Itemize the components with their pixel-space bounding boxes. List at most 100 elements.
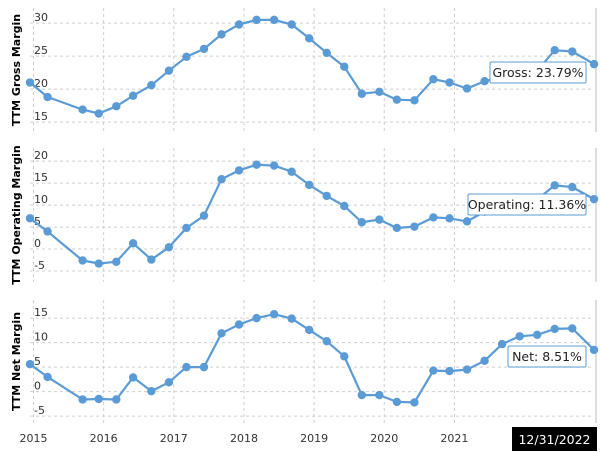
data-point[interactable] [480,77,489,86]
data-point[interactable] [445,78,454,87]
data-point[interactable] [445,214,454,223]
data-point[interactable] [25,359,35,369]
data-point[interactable] [217,329,226,338]
data-point[interactable] [252,313,261,323]
data-point[interactable] [269,15,279,25]
data-point[interactable] [252,15,261,25]
data-point[interactable] [392,95,402,104]
data-point[interactable] [392,397,402,407]
data-point[interactable] [199,211,209,220]
data-point[interactable] [550,46,559,55]
data-point[interactable] [497,339,507,349]
data-point[interactable] [340,62,349,71]
x-tick-label: 2016 [90,432,118,445]
data-point[interactable] [429,366,438,375]
data-point[interactable] [445,366,454,376]
value-callout: Operating: 11.36% [467,193,587,216]
data-point[interactable] [462,84,472,93]
data-point[interactable] [287,314,296,323]
data-point[interactable] [568,182,577,192]
data-point[interactable] [375,215,384,224]
data-point[interactable] [128,373,138,382]
data-point[interactable] [375,87,384,96]
data-point[interactable] [217,174,226,184]
data-point[interactable] [357,218,367,227]
data-point[interactable] [94,109,103,118]
data-point[interactable] [589,194,599,204]
y-tick-label: 15 [34,306,48,319]
data-point[interactable] [515,332,524,341]
x-tick-label: 2019 [300,432,328,445]
data-point[interactable] [589,59,599,69]
data-point[interactable] [94,259,103,268]
y-axis-label: TTM Gross Margin [10,14,23,126]
data-point[interactable] [164,66,174,75]
data-point[interactable] [375,390,384,400]
data-point[interactable] [78,105,87,114]
data-point[interactable] [322,336,331,346]
data-point[interactable] [252,160,261,169]
data-point[interactable] [550,324,559,334]
data-point[interactable] [568,324,577,333]
data-point[interactable] [78,256,87,265]
data-point[interactable] [94,394,103,404]
value-callout: Net: 8.51% [507,345,587,368]
data-point[interactable] [25,78,35,87]
data-point[interactable] [164,378,174,387]
data-point[interactable] [182,52,191,62]
data-point[interactable] [217,30,226,39]
data-point[interactable] [429,213,438,222]
data-point[interactable] [182,362,191,372]
data-point[interactable] [269,310,279,319]
data-point[interactable] [462,217,472,226]
y-tick-label: 10 [34,331,48,344]
data-point[interactable] [287,167,296,176]
data-point[interactable] [340,352,349,361]
data-point[interactable] [532,330,542,339]
data-point[interactable] [287,20,296,29]
data-point[interactable] [429,75,438,84]
callout-text: Gross: 23.79% [492,65,583,80]
data-point[interactable] [304,34,314,43]
data-point[interactable] [147,386,156,396]
data-point[interactable] [340,201,349,211]
data-point[interactable] [357,390,367,400]
y-tick-label: 20 [34,77,48,90]
y-tick-label: 0 [34,237,41,250]
data-point[interactable] [589,345,599,355]
data-point[interactable] [322,191,331,201]
data-point[interactable] [480,356,489,365]
data-point[interactable] [234,166,244,175]
data-point[interactable] [43,227,52,236]
data-point[interactable] [304,325,314,335]
data-point[interactable] [550,181,559,190]
data-point[interactable] [147,255,156,264]
data-point[interactable] [78,395,87,404]
data-point[interactable] [128,239,138,248]
data-point[interactable] [128,91,138,100]
data-point[interactable] [462,365,472,374]
data-point[interactable] [568,47,577,56]
data-point[interactable] [410,222,419,231]
data-point[interactable] [410,398,419,407]
data-point[interactable] [304,180,314,190]
data-point[interactable] [322,48,331,58]
data-point[interactable] [182,223,191,233]
data-point[interactable] [147,80,156,90]
data-point[interactable] [410,96,419,105]
data-point[interactable] [112,257,121,266]
data-point[interactable] [43,372,52,382]
data-point[interactable] [199,362,209,372]
data-point[interactable] [199,44,209,54]
data-point[interactable] [234,320,244,329]
data-point[interactable] [112,102,121,111]
data-point[interactable] [112,395,121,404]
data-point[interactable] [164,243,174,252]
data-point[interactable] [357,89,367,98]
data-point[interactable] [269,161,279,170]
data-point[interactable] [392,223,402,233]
y-tick-label: 0 [34,380,41,393]
data-point[interactable] [43,92,52,102]
data-point[interactable] [234,20,244,29]
data-point[interactable] [25,214,35,223]
